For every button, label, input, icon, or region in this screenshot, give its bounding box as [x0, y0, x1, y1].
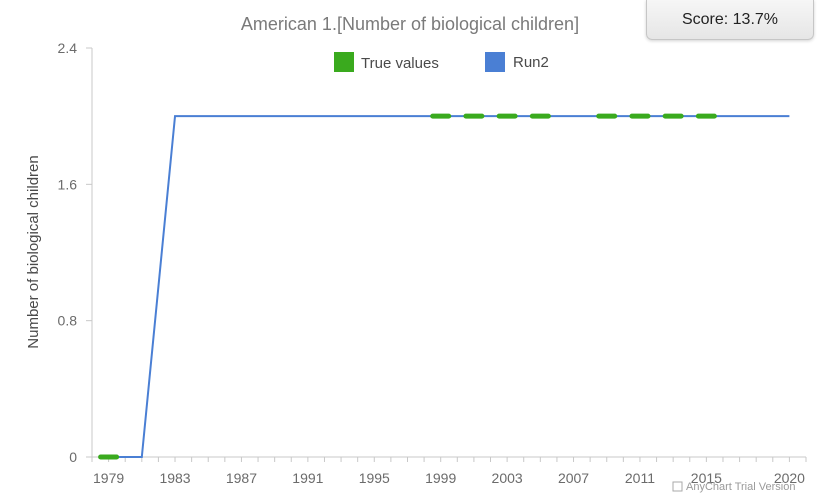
chart-title: American 1.[Number of biological childre…	[241, 14, 579, 34]
y-tick-label: 1.6	[58, 176, 78, 192]
legend: True values Run2	[334, 52, 549, 72]
x-tick-label: 1999	[425, 470, 456, 486]
legend-label-run2[interactable]: Run2	[513, 54, 549, 71]
x-tick-label: 2011	[625, 470, 655, 486]
x-tick-label: 1995	[359, 470, 390, 486]
y-tick-label: 2.4	[58, 40, 78, 56]
score-badge: Score: 13.7%	[646, 0, 814, 40]
y-tick-label: 0.8	[58, 313, 78, 329]
watermark-text: AnyChart Trial Version	[686, 481, 795, 493]
legend-swatch-run2[interactable]	[485, 52, 505, 72]
watermark-icon	[672, 481, 683, 492]
x-axis: 1979 1983 1987 1991 1995 1999 2003 2007 2011 2015…	[91, 456, 807, 486]
x-tick-label: 2015	[691, 470, 722, 486]
x-tick-label: 1979	[93, 470, 124, 486]
legend-swatch-true-values[interactable]	[334, 52, 354, 72]
y-axis-label: Number of biological children	[25, 155, 42, 348]
x-tick-label: 1991	[292, 470, 323, 486]
x-tick-label: 2020	[774, 470, 805, 486]
y-axis: 0 0.8 1.6 2.4	[58, 40, 93, 465]
series-layer	[98, 113, 790, 460]
x-tick-label: 1983	[159, 470, 190, 486]
y-tick-label: 0	[69, 449, 77, 465]
x-tick-label: 2007	[558, 470, 589, 486]
legend-label-true-values[interactable]: True values	[361, 55, 439, 72]
x-tick-label: 2003	[492, 470, 523, 486]
series-line-run2	[108, 115, 790, 458]
x-tick-label: 1987	[226, 470, 257, 486]
